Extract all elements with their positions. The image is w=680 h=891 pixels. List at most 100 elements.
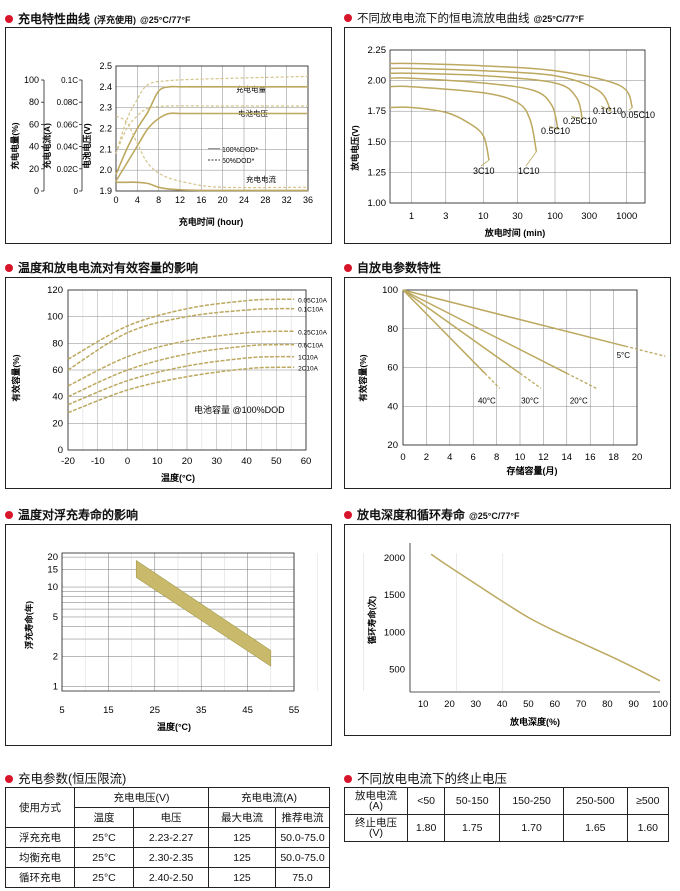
- voltage-tick: 2.0: [99, 165, 112, 175]
- bullet-icon: [344, 774, 352, 783]
- charge-x-tick: 28: [260, 195, 270, 205]
- float-x-tick: 15: [103, 705, 114, 716]
- temp-x-tick: 30: [211, 456, 222, 467]
- discharge-x-axis-label: 放电时间 (min): [484, 227, 546, 238]
- capacity-tick: 0: [34, 186, 39, 196]
- charge-chart-title: 充电特性曲线 (浮充使用) @25°C/77°F: [5, 10, 191, 27]
- discharge-curve-label: 0.25C10: [563, 116, 597, 126]
- cycle-y-tick: 1000: [384, 627, 405, 638]
- current-tick: 0.06C: [57, 120, 79, 129]
- discharge-curve-label: 0.5C10: [541, 126, 570, 136]
- voltage-curve-100dod: [115, 85, 308, 175]
- discharge-y-tick: 1.75: [368, 106, 387, 117]
- header-voltage: 充电电压(V): [74, 787, 209, 808]
- self-x-tick: 12: [538, 452, 549, 463]
- cycle-x-tick: 50: [523, 699, 534, 710]
- self-y-tick: 20: [387, 440, 398, 451]
- charge-x-tick: 36: [303, 195, 313, 205]
- capacity-tick: 40: [29, 142, 39, 152]
- voltage-cell: 1.65: [562, 814, 628, 842]
- voltage-tick: 2.3: [99, 103, 112, 113]
- self-x-tick: 4: [447, 452, 452, 463]
- self-x-tick: 6: [471, 452, 476, 463]
- capacity-curve-2C10A: [67, 366, 295, 414]
- capacity-curve-label: 充电电量: [236, 84, 266, 94]
- discharge-y-axis-label: 放电电压(V): [350, 125, 360, 172]
- voltage-cell: 1.60: [626, 814, 670, 842]
- discharge-label-leader: [570, 115, 583, 121]
- charge-x-tick: 16: [196, 195, 206, 205]
- discharge-y-tick: 1.50: [368, 137, 387, 148]
- capacity-curve-50dod: [115, 105, 308, 154]
- cycle-x-tick: 60: [549, 699, 560, 710]
- current-cell: ≥500: [626, 787, 670, 815]
- temp-x-tick: 0: [125, 456, 130, 467]
- cycle-life-chart: 循环寿命(次) 放电深度(%) 10 20 30 40 50 60 70 80 90 100 200…: [367, 543, 668, 727]
- row-mode: 浮充充电: [5, 827, 75, 848]
- discharge-curve-0.25C10: [389, 72, 584, 120]
- self-x-tick: 18: [608, 452, 619, 463]
- temp-y-tick: 120: [47, 285, 63, 296]
- voltage-cell: 1.75: [444, 814, 501, 842]
- self-discharge-dash: [625, 345, 666, 357]
- self-discharge-chart: 有效容量(%) 存储容量(月) 0 2 4 6 8 10 12 14 16 18 20 100 80 60…: [358, 285, 666, 476]
- table-row: 终止电压 (V) 1.80 1.75 1.70 1.65 1.60: [344, 814, 670, 842]
- self-discharge-line-20°C: [402, 289, 568, 374]
- capacity-curve-0.25C10A: [67, 330, 295, 387]
- voltage-curve-50dod: [115, 75, 309, 154]
- current-tick: 0.08C: [57, 98, 79, 107]
- table-row: 循环充电 25°C 2.40-2.50 125 75.0: [5, 867, 330, 888]
- row-voltage: 2.40-2.50: [133, 867, 209, 888]
- subheader-voltage: 电压: [133, 807, 209, 828]
- temp-y-tick: 60: [52, 365, 63, 376]
- self-x-tick: 16: [585, 452, 596, 463]
- table-row: 浮充充电 25°C 2.23-2.27 125 50.0-75.0: [5, 827, 330, 848]
- temp-curve-label: 1C10A: [298, 355, 319, 362]
- charge-x-tick: 8: [156, 195, 161, 205]
- float-x-tick: 25: [150, 705, 161, 716]
- charge-x-tick: 12: [175, 195, 185, 205]
- self-y-tick: 40: [387, 401, 398, 412]
- float-x-tick: 45: [242, 705, 253, 716]
- temp-x-tick: 20: [182, 456, 193, 467]
- voltage-tick: 2.4: [99, 82, 112, 92]
- discharge-x-tick: 300: [581, 211, 597, 222]
- row-voltage: 2.30-2.35: [133, 847, 209, 868]
- discharge-curve-label: 0.1C10: [593, 106, 622, 116]
- cutoff-voltage-title: 不同放电电流下的终止电压: [344, 768, 507, 787]
- self-x-tick: 14: [562, 452, 573, 463]
- self-discharge-chart-panel: 有效容量(%) 存储容量(月) 0 2 4 6 8 10 12 14 16 18 20 100 80 60…: [344, 277, 671, 489]
- capacity-tick: 80: [29, 97, 39, 107]
- bullet-icon: [344, 13, 352, 22]
- voltage-tick: 2.1: [99, 144, 112, 154]
- self-discharge-x-axis-label: 存储容量(月): [507, 465, 558, 476]
- self-discharge-line-40°C: [402, 289, 486, 374]
- self-x-tick: 2: [424, 452, 429, 463]
- capacity-curve-0.05C10A: [67, 298, 295, 360]
- cycle-x-tick: 10: [418, 699, 429, 710]
- float-y-tick: 2: [53, 652, 58, 663]
- discharge-chart-title: 不同放电电流下的恒电流放电曲线 @25°C/77°F: [344, 10, 584, 26]
- temp-y-tick: 20: [52, 418, 63, 429]
- temp-x-tick: -20: [61, 456, 75, 467]
- float-y-tick: 10: [47, 582, 58, 593]
- self-discharge-dash: [484, 372, 501, 389]
- float-x-tick: 55: [289, 705, 300, 716]
- discharge-label-leader: [525, 151, 537, 167]
- row-max: 125: [208, 867, 276, 888]
- self-discharge-line-5°C: [402, 289, 626, 347]
- self-curve-label: 30°C: [521, 396, 539, 405]
- discharge-label-leader: [480, 159, 490, 167]
- discharge-chart-panel: 放电电压(V) 放电时间 (min) 1 3 10 30 100 300 1000 2.25 2…: [344, 27, 671, 244]
- float-life-y-axis-label: 浮充寿命(年): [24, 601, 34, 649]
- discharge-plot-frame: [389, 49, 646, 204]
- cycle-life-curve: [430, 553, 661, 682]
- discharge-y-tick: 1.00: [368, 198, 387, 209]
- discharge-label-leader: [600, 105, 611, 112]
- charge-params-table: 使用方式 充电电压(V) 充电电流(A) 温度 电压 最大电流 推荐电流 浮充充…: [5, 787, 330, 888]
- bullet-icon: [5, 510, 13, 519]
- self-discharge-dash: [519, 372, 542, 389]
- temp-curve-label: 0.6C10A: [298, 343, 324, 350]
- current-curve-50dod: [115, 115, 309, 189]
- current-tick: 0: [74, 187, 79, 196]
